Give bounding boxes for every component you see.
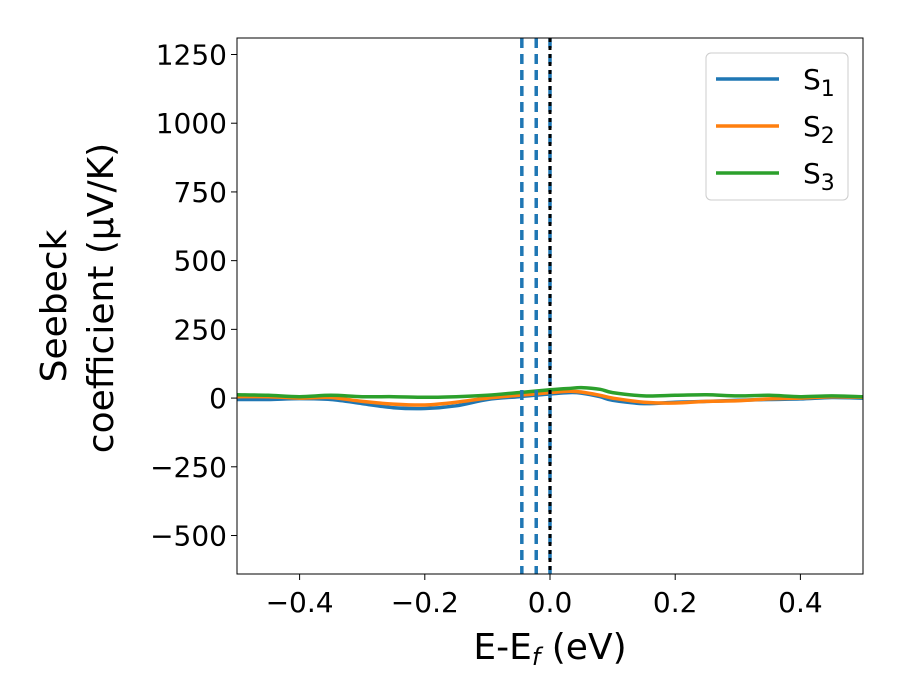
y-tick-label: 750 [174, 176, 227, 209]
y-axis-title-line2: coefficient (μV/K) [81, 143, 122, 453]
y-tick-label: 0 [209, 382, 227, 415]
y-tick-label: 250 [174, 313, 227, 346]
y-axis-title-line1: Seebeck [34, 229, 75, 382]
series-group [237, 385, 863, 411]
legend-label-s2: S2 [803, 110, 835, 149]
x-tick-label: 0.0 [528, 586, 573, 619]
legend-label-s1: S1 [803, 63, 835, 102]
y-tick-label: −500 [150, 520, 227, 553]
x-axis-title-unit: (eV) [540, 627, 626, 668]
x-tick-label: 0.4 [778, 586, 823, 619]
series-line-s3 [237, 385, 863, 400]
x-axis-title: E-Ef (eV) [473, 627, 626, 671]
x-tick-label: 0.2 [653, 586, 698, 619]
y-tick-label: 1000 [156, 107, 227, 140]
x-tick-label: −0.4 [266, 586, 334, 619]
legend-label-s3: S3 [803, 157, 835, 196]
y-tick-label: 1250 [156, 38, 227, 71]
y-tick-label: 500 [174, 245, 227, 278]
x-axis: −0.4 −0.2 0.0 0.2 0.4 [266, 574, 823, 619]
legend: S1 S2 S3 [705, 52, 849, 201]
x-tick-label: −0.2 [391, 586, 459, 619]
series-line-s2 [237, 389, 863, 407]
x-axis-title-main: E-E [473, 627, 531, 668]
y-axis: −500 −250 0 250 500 750 1000 1250 [150, 38, 237, 553]
y-tick-label: −250 [150, 451, 227, 484]
plot-area [236, 37, 864, 575]
